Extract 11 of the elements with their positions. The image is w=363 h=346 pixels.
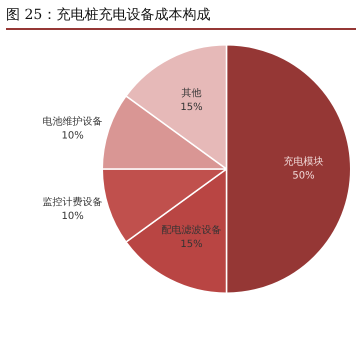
slice-label: 配电滤波设备 — [162, 224, 222, 236]
data-label: 50% — [292, 170, 315, 182]
slice-label: 充电模块 — [284, 156, 324, 168]
data-label: 15% — [180, 102, 203, 113]
data-label: 10% — [62, 130, 84, 142]
slice-label: 其他 — [182, 86, 202, 99]
slice-label: 电池维护设备 — [42, 115, 103, 128]
slice-label: 监控计费设备 — [42, 196, 103, 208]
data-label: 15% — [180, 239, 203, 250]
chart-title: 图 25：充电桩充电设备成本构成 — [6, 6, 356, 30]
data-label: 10% — [62, 210, 84, 222]
